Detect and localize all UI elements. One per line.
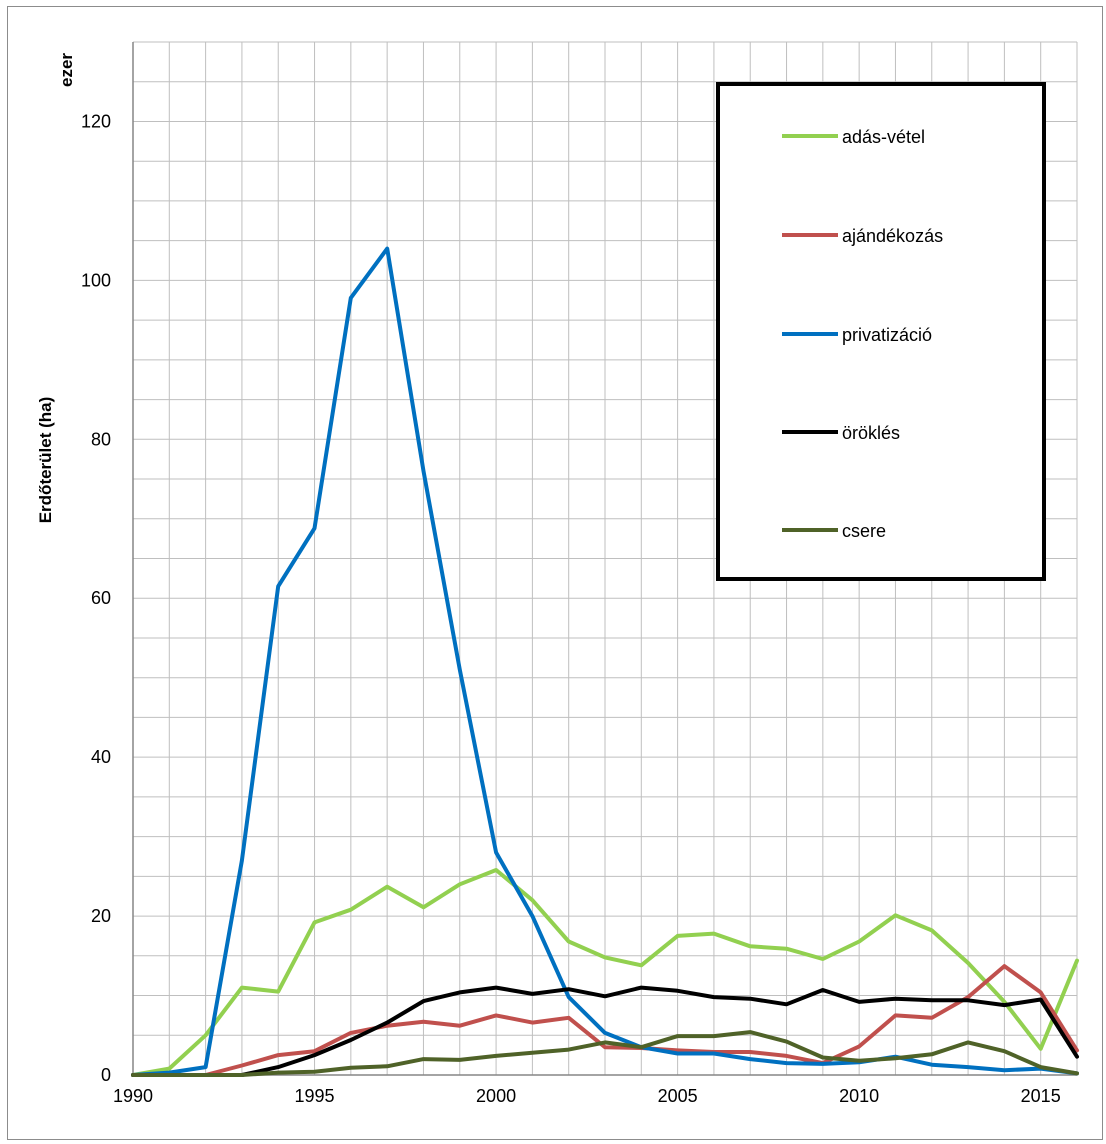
series-lines <box>131 246 1079 1077</box>
series-line-csere <box>131 1030 1079 1077</box>
legend-label: öröklés <box>842 423 900 443</box>
y-tick-label: 80 <box>91 429 111 449</box>
legend: adás-vétel ajándékozás privatizáció öröklés… <box>716 82 1046 581</box>
x-tick-label: 2000 <box>476 1086 516 1106</box>
series-line-adás-vétel <box>131 868 1079 1077</box>
legend-label: csere <box>842 521 886 541</box>
y-tick-label: 100 <box>81 270 111 290</box>
x-tick-label: 1990 <box>113 1086 153 1106</box>
x-tick-label: 1995 <box>295 1086 335 1106</box>
legend-box <box>716 82 1046 581</box>
x-tick-label: 2010 <box>839 1086 879 1106</box>
legend-label: privatizáció <box>842 325 932 345</box>
series-line-privatizáció <box>131 246 1079 1077</box>
legend-label: ajándékozás <box>842 226 943 246</box>
y-tick-label: 60 <box>91 588 111 608</box>
x-tick-label: 2005 <box>658 1086 698 1106</box>
legend-label: adás-vétel <box>842 127 925 147</box>
y-tick-label: 20 <box>91 906 111 926</box>
y-unit-label: ezer <box>57 53 76 87</box>
series-line-öröklés <box>131 985 1079 1077</box>
y-tick-label: 40 <box>91 747 111 767</box>
y-tick-label: 0 <box>101 1065 111 1085</box>
x-tick-labels: 1990 1995 2000 2005 2010 2015 <box>113 1086 1061 1106</box>
axes <box>132 42 1077 1076</box>
y-tick-label: 120 <box>81 111 111 131</box>
x-tick-label: 2015 <box>1021 1086 1061 1106</box>
y-tick-labels: 0 20 40 60 80 100 120 <box>81 111 111 1085</box>
series-line-ajándékozás <box>131 964 1079 1077</box>
y-axis-title: Erdőterület (ha) <box>36 397 55 524</box>
